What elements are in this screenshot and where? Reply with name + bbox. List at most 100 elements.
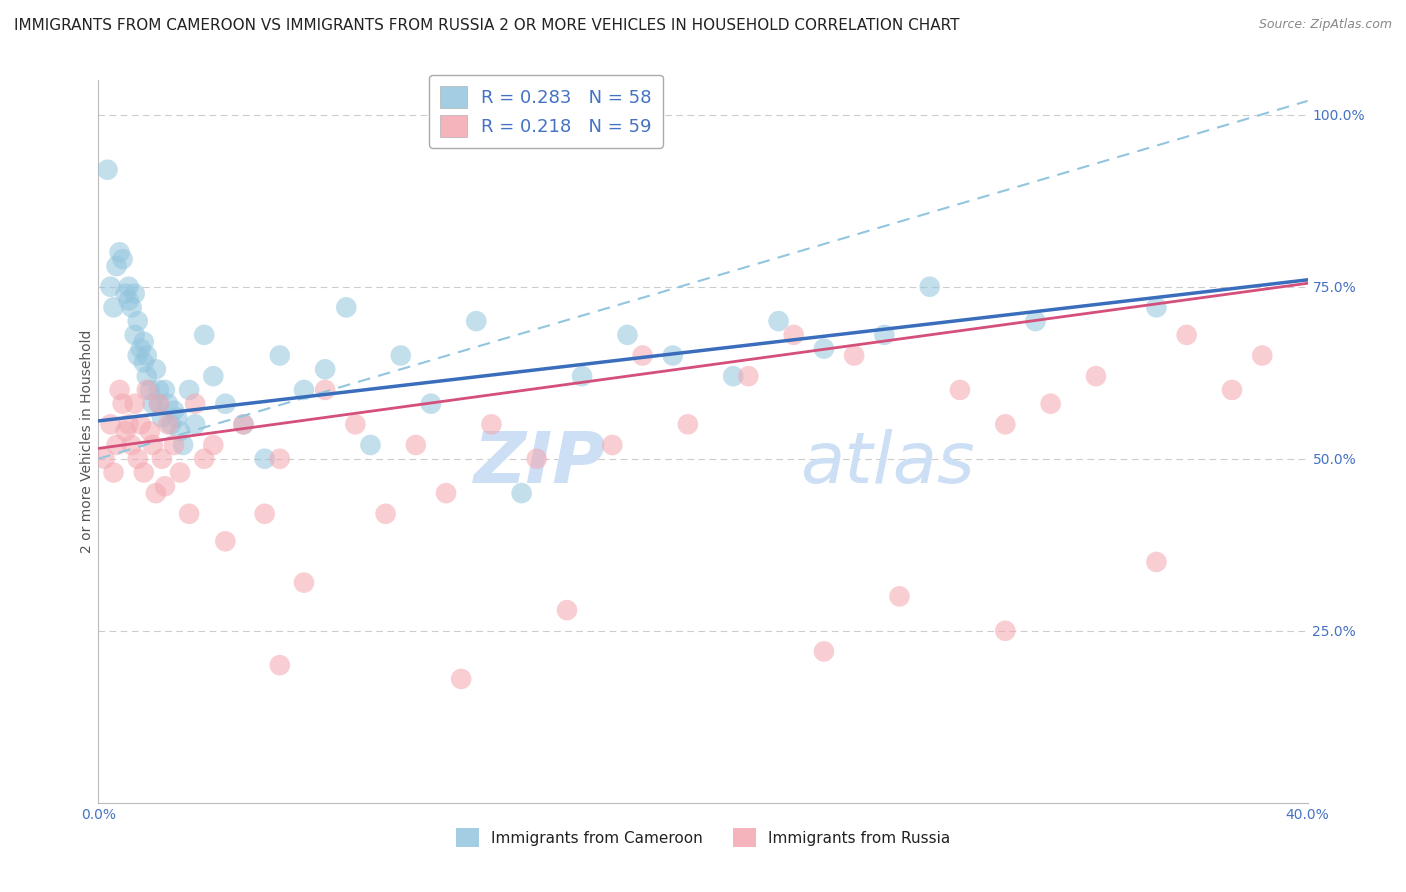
Point xyxy=(111,397,134,411)
Point xyxy=(129,417,152,432)
Point xyxy=(1251,349,1274,363)
Point xyxy=(465,314,488,328)
Point xyxy=(100,279,122,293)
Point xyxy=(111,252,134,267)
Point xyxy=(124,327,146,342)
Point xyxy=(723,369,745,384)
Text: Source: ZipAtlas.com: Source: ZipAtlas.com xyxy=(1258,18,1392,31)
Point xyxy=(114,424,136,438)
Point xyxy=(153,383,176,397)
Point xyxy=(132,355,155,369)
Point xyxy=(105,438,128,452)
Point xyxy=(420,397,443,411)
Point xyxy=(179,383,201,397)
Point xyxy=(100,417,122,432)
Point xyxy=(1220,383,1243,397)
Point xyxy=(121,301,143,315)
Point xyxy=(169,466,191,480)
Point xyxy=(602,438,624,452)
Point xyxy=(1144,555,1167,569)
Text: ZIP: ZIP xyxy=(474,429,606,498)
Point xyxy=(93,451,115,466)
Point xyxy=(1039,397,1062,411)
Point xyxy=(232,417,254,432)
Point xyxy=(153,479,176,493)
Point xyxy=(314,383,336,397)
Point xyxy=(768,314,790,328)
Point xyxy=(510,486,533,500)
Point xyxy=(253,507,276,521)
Point xyxy=(114,286,136,301)
Point xyxy=(156,417,179,432)
Point xyxy=(160,417,183,432)
Text: IMMIGRANTS FROM CAMEROON VS IMMIGRANTS FROM RUSSIA 2 OR MORE VEHICLES IN HOUSEHO: IMMIGRANTS FROM CAMEROON VS IMMIGRANTS F… xyxy=(14,18,959,33)
Point xyxy=(214,397,236,411)
Point xyxy=(127,349,149,363)
Point xyxy=(148,383,170,397)
Point xyxy=(103,301,125,315)
Point xyxy=(526,451,548,466)
Legend: Immigrants from Cameroon, Immigrants from Russia: Immigrants from Cameroon, Immigrants fro… xyxy=(450,822,956,853)
Point xyxy=(132,466,155,480)
Point xyxy=(571,369,593,384)
Point xyxy=(314,362,336,376)
Point xyxy=(214,534,236,549)
Point xyxy=(163,403,186,417)
Point xyxy=(994,417,1017,432)
Point xyxy=(783,327,806,342)
Point xyxy=(127,314,149,328)
Point xyxy=(844,349,866,363)
Point xyxy=(555,603,578,617)
Point xyxy=(135,349,157,363)
Point xyxy=(813,342,835,356)
Point xyxy=(405,438,427,452)
Point xyxy=(148,397,170,411)
Point xyxy=(360,438,382,452)
Point xyxy=(676,417,699,432)
Point xyxy=(169,424,191,438)
Point xyxy=(813,644,835,658)
Point xyxy=(918,279,941,293)
Point xyxy=(127,451,149,466)
Point xyxy=(118,279,141,293)
Point xyxy=(292,383,315,397)
Point xyxy=(163,438,186,452)
Point xyxy=(108,245,131,260)
Point xyxy=(145,362,167,376)
Point xyxy=(139,383,162,397)
Point xyxy=(1175,327,1198,342)
Point xyxy=(389,349,412,363)
Point xyxy=(994,624,1017,638)
Point xyxy=(105,259,128,273)
Point xyxy=(142,397,165,411)
Text: atlas: atlas xyxy=(800,429,974,498)
Y-axis label: 2 or more Vehicles in Household: 2 or more Vehicles in Household xyxy=(80,330,94,553)
Point xyxy=(232,417,254,432)
Point xyxy=(661,349,683,363)
Point xyxy=(96,162,118,177)
Point xyxy=(132,334,155,349)
Point xyxy=(202,438,225,452)
Point xyxy=(124,286,146,301)
Point xyxy=(118,417,141,432)
Point xyxy=(374,507,396,521)
Point xyxy=(103,466,125,480)
Point xyxy=(344,417,367,432)
Point xyxy=(616,327,638,342)
Point xyxy=(150,410,173,425)
Point xyxy=(737,369,759,384)
Point xyxy=(202,369,225,384)
Point xyxy=(145,486,167,500)
Point xyxy=(889,590,911,604)
Point xyxy=(108,383,131,397)
Point xyxy=(150,451,173,466)
Point xyxy=(193,327,215,342)
Point xyxy=(139,424,162,438)
Point xyxy=(172,438,194,452)
Point xyxy=(118,293,141,308)
Point xyxy=(335,301,357,315)
Point xyxy=(631,349,654,363)
Point xyxy=(434,486,457,500)
Point xyxy=(481,417,503,432)
Point xyxy=(166,410,188,425)
